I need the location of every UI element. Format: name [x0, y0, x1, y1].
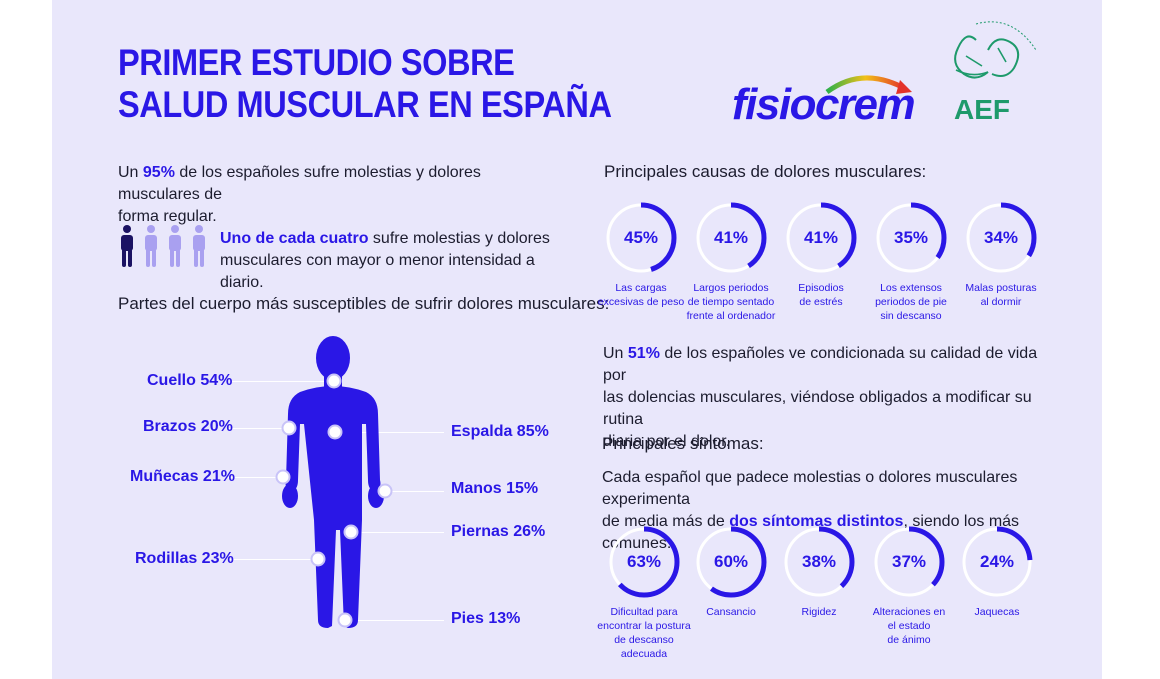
symptoms-intro: Cada español que padece molestias o dolo… — [602, 467, 1072, 555]
symptom-percentage: 38% — [801, 552, 837, 571]
symptom-ring-arc — [783, 526, 855, 598]
quarter-line2: musculares con mayor o menor intensidad … — [220, 252, 535, 291]
guide-line — [228, 428, 288, 429]
hand-marker — [377, 483, 393, 499]
symptom-ring: 24% — [960, 525, 1034, 599]
causes-heading: Principales causas de dolores musculares… — [604, 162, 927, 181]
symptom-ring: 60% — [694, 525, 768, 599]
page-title: PRIMER ESTUDIO SOBRE SALUD MUSCULAR EN E… — [118, 42, 612, 126]
symptom-ring-arc — [608, 526, 680, 598]
symptom-ring-arc — [961, 526, 1033, 598]
infographic-panel — [52, 0, 1102, 679]
people-icons — [121, 225, 205, 267]
symptom-caption: Alteraciones en el estado de ánimo — [872, 606, 946, 646]
stat-95-text: Un 95% de los españoles sufre molestias … — [118, 162, 558, 228]
wrist-marker — [275, 469, 291, 485]
leg-marker — [343, 524, 359, 540]
symptom-percentage: 24% — [979, 552, 1015, 571]
symptom-ring-arc — [695, 526, 767, 598]
cause-caption: Los extensos periodos de pie sin descanso — [875, 282, 947, 322]
cause-ring: 41% — [694, 201, 768, 275]
label-rodillas: Rodillas 23% — [135, 550, 234, 567]
symptom-caption: Rigidez — [801, 606, 837, 618]
fisiocrem-wordmark: fisiocrem — [732, 80, 916, 129]
symptom-caption: Jaquecas — [974, 606, 1020, 618]
stat-95-value: 95% — [142, 164, 175, 181]
cause-ring: 35% — [874, 201, 948, 275]
neck-marker — [326, 373, 342, 389]
aef-logo: AEF — [936, 20, 1046, 130]
stat-51-text: Un 51% de los españoles ve condicionada … — [603, 343, 1063, 453]
guide-line — [228, 559, 316, 560]
guide-line — [352, 532, 444, 533]
cause-ring: 45% — [604, 201, 678, 275]
stat-51-value: 51% — [627, 345, 660, 362]
quarter-highlight: Uno de cada cuatro — [220, 230, 369, 247]
quarter-post: sufre molestias y dolores — [368, 230, 550, 247]
aef-wordmark: AEF — [954, 94, 1010, 125]
stat-95-post: de los españoles sufre molestias y dolor… — [118, 164, 481, 203]
cause-percentage: 34% — [983, 228, 1019, 247]
stat-95-line2: forma regular. — [118, 208, 217, 225]
back-marker — [327, 424, 343, 440]
symptom-percentage: 37% — [891, 552, 927, 571]
label-manos: Manos 15% — [451, 480, 539, 497]
cause-ring: 41% — [784, 201, 858, 275]
symptom-caption: Cansancio — [706, 606, 756, 618]
cause-ring-arc — [605, 202, 677, 274]
symptom-ring-arc — [873, 526, 945, 598]
label-piernas: Piernas 26% — [451, 523, 546, 540]
label-cuello: Cuello 54% — [147, 372, 233, 389]
body-parts-heading: Partes del cuerpo más susceptibles de su… — [118, 294, 610, 313]
label-munecas: Muñecas 21% — [130, 468, 235, 485]
cause-ring-arc — [695, 202, 767, 274]
label-pies: Pies 13% — [451, 610, 521, 627]
symptoms-intro-highlight: dos síntomas distintos — [729, 513, 904, 530]
stat-51-line3: diaria por el dolor. — [603, 433, 731, 450]
stat-51-post: de los españoles ve condicionada su cali… — [603, 345, 1038, 384]
label-brazos: Brazos 20% — [143, 418, 233, 435]
stat-51-pre: Un — [603, 345, 628, 362]
symptom-percentage: 63% — [626, 552, 662, 571]
cause-ring-arc — [785, 202, 857, 274]
quarter-stat-text: Uno de cada cuatro sufre molestias y dol… — [220, 228, 560, 294]
cause-percentage: 45% — [623, 228, 659, 247]
arm-marker — [281, 420, 297, 436]
cause-caption: Largos periodos de tiempo sentado frente a… — [686, 282, 776, 322]
guide-line — [336, 432, 444, 433]
title-line-2: SALUD MUSCULAR EN ESPAÑA — [118, 84, 612, 125]
cause-ring: 34% — [964, 201, 1038, 275]
stat-95-pre: Un — [118, 164, 143, 181]
title-line-1: PRIMER ESTUDIO SOBRE — [118, 42, 515, 83]
label-espalda: Espalda 85% — [451, 423, 549, 440]
cause-caption: Episodios de estrés — [798, 282, 844, 308]
hands-icon — [954, 21, 1037, 79]
symptom-caption: Dificultad para encontrar la postura de de… — [597, 606, 691, 660]
foot-marker — [337, 612, 353, 628]
symptom-ring: 63% — [607, 525, 681, 599]
guide-line — [232, 381, 332, 382]
symptoms-intro-line1: Cada español que padece molestias o dolo… — [602, 469, 1018, 508]
cause-ring-arc — [875, 202, 947, 274]
cause-ring-arc — [965, 202, 1037, 274]
cause-caption: Malas posturas al dormir — [965, 282, 1037, 308]
cause-percentage: 41% — [803, 228, 839, 247]
guide-line — [388, 491, 444, 492]
knee-marker — [310, 551, 326, 567]
cause-percentage: 35% — [893, 228, 929, 247]
person-icon — [145, 225, 205, 267]
cause-percentage: 41% — [713, 228, 749, 247]
fisiocrem-logo: fisiocrem — [732, 62, 922, 132]
symptoms-heading: Principales síntomas: — [602, 434, 764, 453]
cause-caption: Las cargas excesivas de peso — [597, 282, 685, 308]
logo-arc-icon — [825, 75, 912, 95]
symptom-ring: 38% — [782, 525, 856, 599]
guide-line — [348, 620, 444, 621]
guide-line — [228, 477, 278, 478]
symptoms-intro-pre: de media más de — [602, 513, 730, 530]
symptom-percentage: 60% — [713, 552, 749, 571]
stat-51-line2: las dolencias musculares, viéndose oblig… — [603, 389, 1032, 428]
symptom-ring: 37% — [872, 525, 946, 599]
person-icon-highlighted — [121, 225, 133, 267]
